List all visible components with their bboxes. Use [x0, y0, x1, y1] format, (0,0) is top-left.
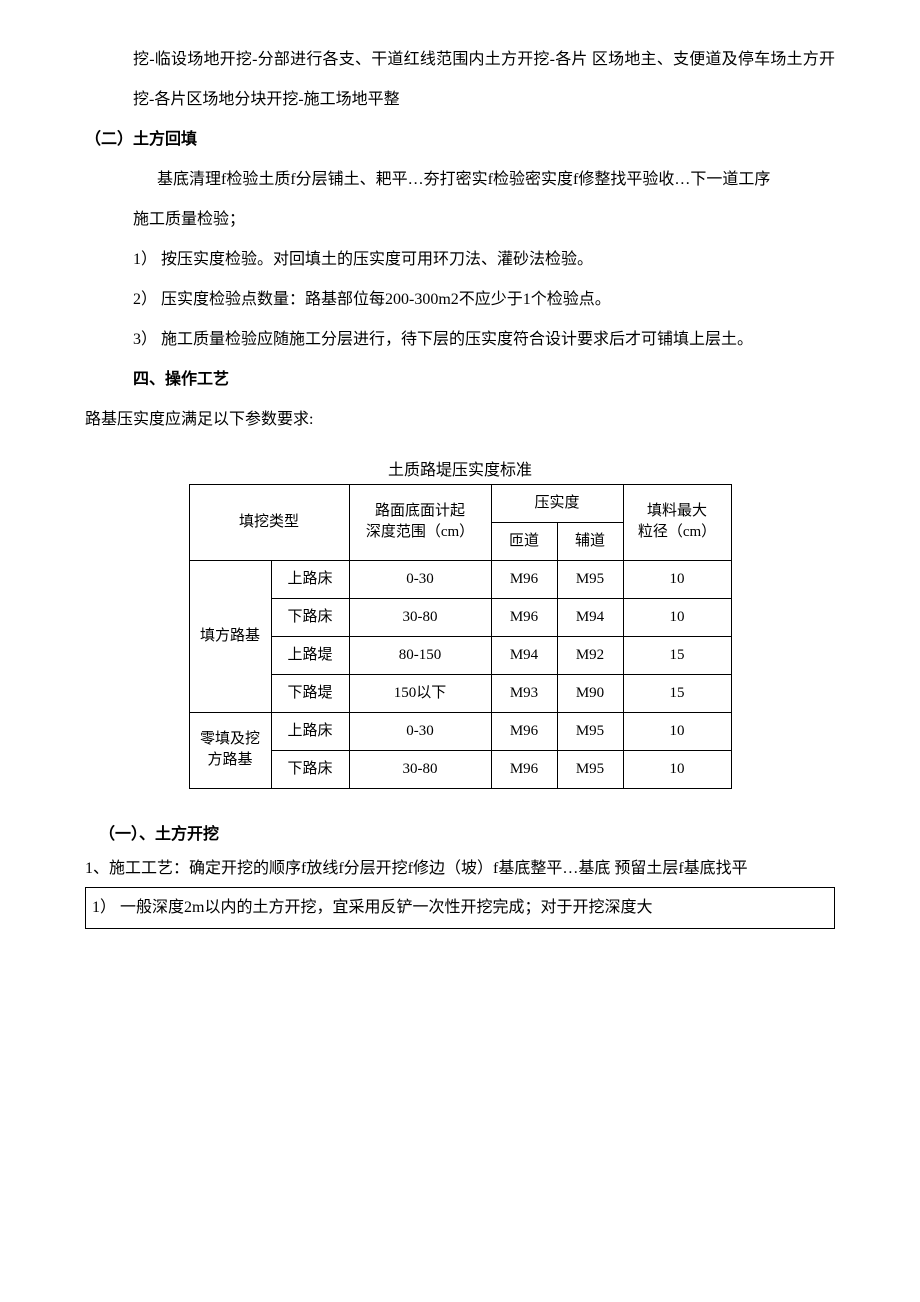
text: 深度范围（cm） — [366, 524, 474, 540]
table-row: 下路床 30-80 M96 M94 10 — [189, 598, 731, 636]
compaction-table: 填挖类型 路面底面计起 深度范围（cm） 压实度 填料最大 粒径（cm） 匝道 … — [189, 484, 732, 789]
cell: 150以下 — [349, 674, 491, 712]
cell-group: 零填及挖 方路基 — [189, 712, 271, 788]
cell: M96 — [491, 712, 557, 750]
cell: 10 — [623, 712, 731, 750]
heading-backfill: （二）土方回填 — [85, 120, 835, 160]
text: 方路基 — [207, 752, 252, 768]
cell: M95 — [557, 712, 623, 750]
list-item: 3） 施工质量检验应随施工分层进行，待下层的压实度符合设计要求后才可铺填上层土。 — [85, 320, 835, 360]
text: 路面底面计起 — [375, 503, 465, 519]
paragraph: 施工质量检验； — [85, 200, 835, 240]
text: 粒径（cm） — [638, 524, 716, 540]
cell: 上路床 — [271, 712, 349, 750]
cell: M95 — [557, 560, 623, 598]
cell: 0-30 — [349, 560, 491, 598]
cell: M94 — [491, 636, 557, 674]
paragraph: 挖-临设场地开挖-分部进行各支、干道红线范围内土方开挖-各片 区场地主、支便道及… — [85, 40, 835, 120]
th-type: 填挖类型 — [189, 484, 349, 560]
table-header-row: 填挖类型 路面底面计起 深度范围（cm） 压实度 填料最大 粒径（cm） — [189, 484, 731, 522]
paragraph: 基底清理f检验土质f分层铺土、耙平…夯打密实f检验密实度f修整找平验收…下一道工… — [85, 160, 835, 200]
cell: 10 — [623, 598, 731, 636]
cell: M92 — [557, 636, 623, 674]
paragraph: 1、施工工艺：确定开挖的顺序f放线f分层开挖f修边（坡）f基底整平…基底 预留土… — [85, 855, 835, 884]
text: 填料最大 — [647, 503, 707, 519]
text: 基底清理f检验土质f分层铺土、耙平…夯打密实f检验密实度f修整找平验收…下一道工… — [157, 171, 770, 188]
th-depth: 路面底面计起 深度范围（cm） — [349, 484, 491, 560]
cell: M96 — [491, 598, 557, 636]
cell: M95 — [557, 750, 623, 788]
cell: M94 — [557, 598, 623, 636]
text: 零填及挖 — [200, 731, 260, 747]
table-row: 下路堤 150以下 M93 M90 15 — [189, 674, 731, 712]
th-ramp: 匝道 — [491, 522, 557, 560]
th-compact: 压实度 — [491, 484, 623, 522]
cell: 80-150 — [349, 636, 491, 674]
list-item: 1） 按压实度检验。对回填土的压实度可用环刀法、灌砂法检验。 — [85, 240, 835, 280]
heading-operation-tech: 四、操作工艺 — [85, 360, 835, 400]
table-row: 填方路基 上路床 0-30 M96 M95 10 — [189, 560, 731, 598]
cell: 上路堤 — [271, 636, 349, 674]
table-caption: 土质路堤压实度标准 — [85, 458, 835, 484]
cell: 10 — [623, 560, 731, 598]
cell: 30-80 — [349, 750, 491, 788]
paragraph: 路基压实度应满足以下参数要求: — [85, 400, 835, 440]
boxed-paragraph: 1） 一般深度2m以内的土方开挖，宜采用反铲一次性开挖完成；对于开挖深度大 — [85, 887, 835, 928]
heading-excavation: （一）、土方开挖 — [85, 815, 835, 855]
th-aux: 辅道 — [557, 522, 623, 560]
cell: 0-30 — [349, 712, 491, 750]
cell: 下路床 — [271, 598, 349, 636]
cell: 15 — [623, 674, 731, 712]
table-row: 上路堤 80-150 M94 M92 15 — [189, 636, 731, 674]
cell: 下路堤 — [271, 674, 349, 712]
cell-group: 填方路基 — [189, 560, 271, 712]
cell: 30-80 — [349, 598, 491, 636]
compaction-table-wrap: 填挖类型 路面底面计起 深度范围（cm） 压实度 填料最大 粒径（cm） 匝道 … — [85, 484, 835, 789]
cell: 10 — [623, 750, 731, 788]
cell: 下路床 — [271, 750, 349, 788]
table-row: 下路床 30-80 M96 M95 10 — [189, 750, 731, 788]
cell: 上路床 — [271, 560, 349, 598]
cell: M96 — [491, 560, 557, 598]
cell: M96 — [491, 750, 557, 788]
cell: M90 — [557, 674, 623, 712]
table-row: 零填及挖 方路基 上路床 0-30 M96 M95 10 — [189, 712, 731, 750]
list-item: 2） 压实度检验点数量：路基部位每200-300m2不应少于1个检验点。 — [85, 280, 835, 320]
cell: M93 — [491, 674, 557, 712]
cell: 15 — [623, 636, 731, 674]
th-maxgrain: 填料最大 粒径（cm） — [623, 484, 731, 560]
